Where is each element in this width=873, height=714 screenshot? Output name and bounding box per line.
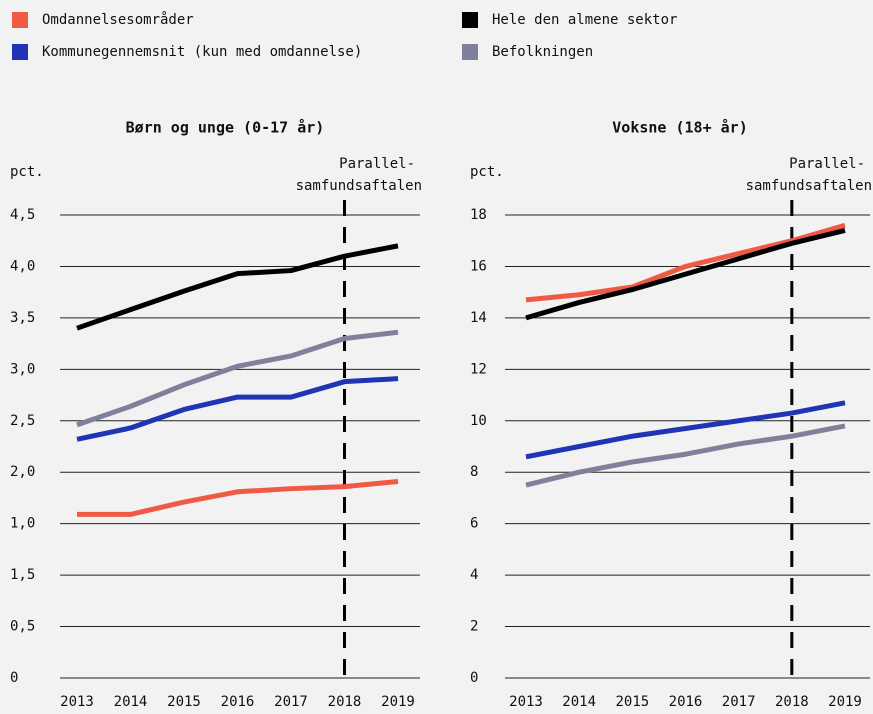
legend-swatch: [462, 12, 478, 28]
series-line: [76, 243, 399, 331]
y-tick-label: 2,5: [10, 413, 35, 429]
series-line: [525, 400, 846, 460]
y-tick-label: 10: [470, 413, 487, 429]
x-tick-label: 2018: [775, 694, 809, 710]
y-tick-label: 16: [470, 258, 487, 274]
y-tick-label: 1,0: [10, 516, 35, 532]
x-tick-label: 2019: [381, 694, 415, 710]
y-tick-label: 3,0: [10, 361, 35, 377]
y-tick-label: 0,5: [10, 619, 35, 635]
y-tick-label: 2: [470, 619, 478, 635]
legend-label: Hele den almene sektor: [492, 12, 677, 28]
y-tick-label: 6: [470, 516, 478, 532]
x-tick-label: 2019: [828, 694, 862, 710]
x-tick-label: 2013: [60, 694, 94, 710]
legend-label: Kommunegennemsnit (kun med omdannelse): [42, 44, 362, 60]
panel-title: Voksne (18+ år): [612, 119, 747, 137]
x-tick-label: 2014: [562, 694, 596, 710]
y-tick-label: 8: [470, 464, 478, 480]
series-line: [525, 222, 846, 303]
series-line: [76, 329, 399, 428]
y-tick-label: 14: [470, 310, 487, 326]
series-line: [76, 376, 399, 442]
y-tick-label: 1,5: [10, 567, 35, 583]
series-line: [525, 423, 846, 488]
y-tick-label: 12: [470, 361, 487, 377]
legend-swatch: [12, 44, 28, 60]
annotation: samfundsaftalen: [746, 178, 872, 194]
y-tick-label: 0: [10, 670, 18, 686]
y-axis-label: pct.: [10, 164, 44, 180]
y-tick-label: 18: [470, 207, 487, 223]
y-tick-label: 4: [470, 567, 478, 583]
annotation: Parallel-: [339, 156, 415, 172]
x-tick-label: 2014: [114, 694, 148, 710]
y-tick-label: 4,5: [10, 207, 35, 223]
series-line: [77, 478, 399, 517]
x-tick-label: 2016: [669, 694, 703, 710]
series-line: [525, 228, 846, 321]
legend-swatch: [462, 44, 478, 60]
y-axis-label: pct.: [470, 164, 504, 180]
x-tick-label: 2017: [274, 694, 308, 710]
legend-swatch: [12, 12, 28, 28]
y-tick-label: 3,5: [10, 310, 35, 326]
x-tick-label: 2015: [167, 694, 201, 710]
panel-title: Børn og unge (0-17 år): [126, 119, 325, 137]
x-tick-label: 2018: [328, 694, 362, 710]
x-tick-label: 2015: [615, 694, 649, 710]
x-tick-label: 2016: [221, 694, 255, 710]
y-tick-label: 2,0: [10, 464, 35, 480]
y-tick-label: 0: [470, 670, 478, 686]
x-tick-label: 2013: [509, 694, 543, 710]
annotation: Parallel-: [789, 156, 865, 172]
x-tick-label: 2017: [722, 694, 756, 710]
annotation: samfundsaftalen: [296, 178, 422, 194]
legend-label: Omdannelsesområder: [42, 11, 194, 28]
legend-label: Befolkningen: [492, 44, 593, 60]
y-tick-label: 4,0: [10, 258, 35, 274]
